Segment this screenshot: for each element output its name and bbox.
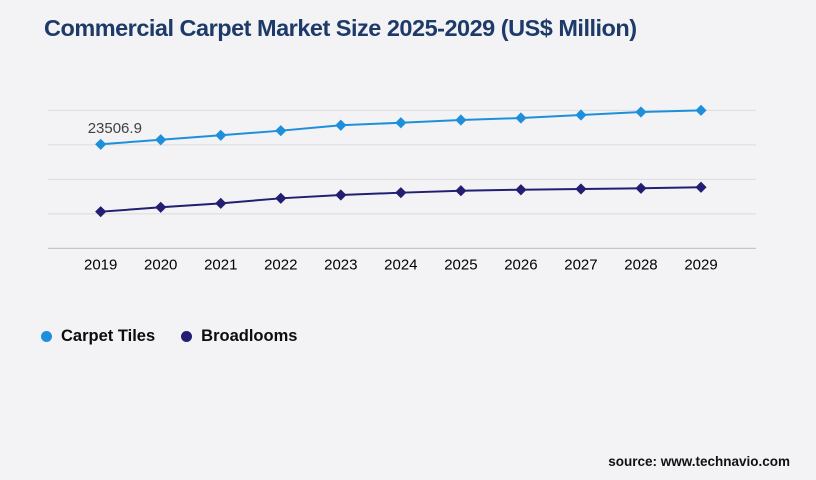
line-chart: 2019 2020 2021 2022 2023 2024 2025 2026 2027 2028… bbox=[48, 104, 756, 274]
data-point-broadlooms-2029 bbox=[695, 181, 707, 193]
data-point-broadlooms-2022 bbox=[275, 192, 287, 204]
x-tick-label: 2022 bbox=[264, 257, 297, 274]
legend-item-carpet-tiles: Carpet Tiles bbox=[41, 327, 155, 346]
x-tick-label: 2025 bbox=[444, 257, 477, 274]
x-tick-label: 2019 bbox=[84, 257, 117, 274]
data-point-carpet-tiles-2026 bbox=[515, 112, 527, 124]
data-point-broadlooms-2020 bbox=[155, 201, 167, 213]
data-point-carpet-tiles-2024 bbox=[395, 117, 407, 129]
data-point-broadlooms-2021 bbox=[215, 197, 227, 209]
legend-label: Broadlooms bbox=[201, 327, 298, 345]
data-point-carpet-tiles-2025 bbox=[455, 114, 467, 126]
broadlooms-swatch-icon bbox=[181, 331, 193, 342]
data-point-broadlooms-2023 bbox=[335, 189, 347, 201]
data-point-carpet-tiles-2027 bbox=[575, 109, 587, 121]
data-point-broadlooms-2028 bbox=[635, 182, 647, 194]
data-point-carpet-tiles-2029 bbox=[695, 104, 707, 116]
x-tick-label: 2027 bbox=[564, 257, 597, 274]
data-point-broadlooms-2025 bbox=[455, 185, 467, 197]
data-point-broadlooms-2019 bbox=[95, 206, 107, 218]
x-tick-label: 2021 bbox=[204, 257, 237, 274]
x-tick-label: 2024 bbox=[384, 257, 417, 274]
carpet-tiles-swatch-icon bbox=[41, 331, 52, 342]
x-tick-label: 2029 bbox=[684, 257, 717, 274]
data-point-carpet-tiles-2023 bbox=[335, 119, 347, 131]
data-point-carpet-tiles-2028 bbox=[635, 106, 647, 118]
data-point-broadlooms-2026 bbox=[515, 184, 527, 196]
source-credit: source: www.technavio.com bbox=[608, 454, 790, 469]
data-point-carpet-tiles-2020 bbox=[155, 134, 167, 146]
data-point-carpet-tiles-2021 bbox=[215, 129, 227, 141]
data-point-broadlooms-2027 bbox=[575, 183, 587, 195]
x-tick-label: 2020 bbox=[144, 257, 177, 274]
legend-label: Carpet Tiles bbox=[61, 327, 156, 345]
x-tick-label: 2023 bbox=[324, 257, 357, 274]
x-tick-label: 2028 bbox=[624, 257, 657, 274]
data-point-carpet-tiles-2022 bbox=[275, 125, 287, 137]
page-title: Commercial Carpet Market Size 2025-2029 … bbox=[44, 15, 637, 41]
data-point-label: 23506.9 bbox=[88, 120, 142, 137]
data-point-carpet-tiles-2019 bbox=[95, 138, 107, 150]
data-point-broadlooms-2024 bbox=[395, 187, 407, 199]
x-tick-label: 2026 bbox=[504, 257, 537, 274]
legend: Carpet Tiles Broadlooms bbox=[41, 327, 297, 346]
legend-item-broadlooms: Broadlooms bbox=[181, 327, 297, 346]
